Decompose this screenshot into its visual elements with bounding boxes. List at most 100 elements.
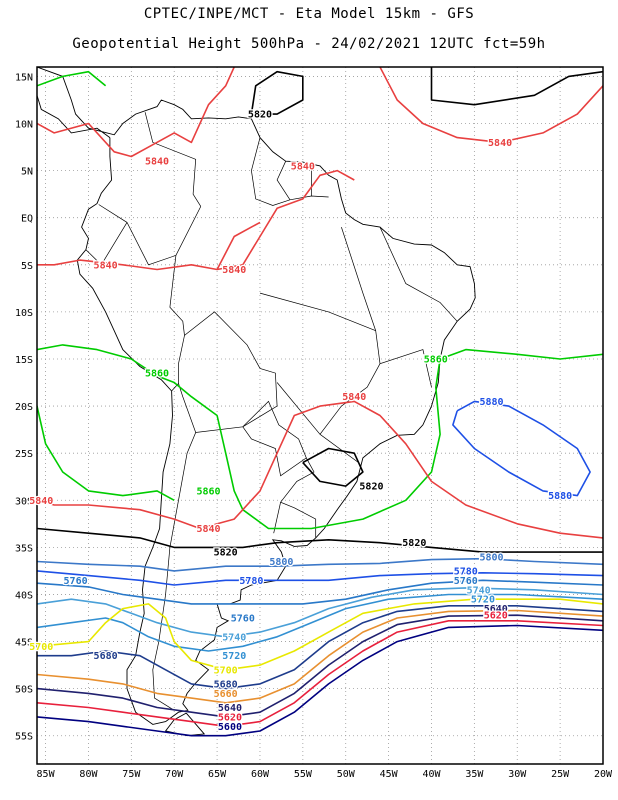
contour-label: 5600 — [218, 722, 242, 733]
contour-label: 5840 — [196, 524, 220, 535]
country-border — [178, 311, 278, 433]
contour-label: 5820 — [214, 548, 238, 559]
contour-label: 5820 — [248, 110, 272, 121]
lat-tick-label: 40S — [15, 590, 33, 601]
lon-tick-label: 30W — [508, 769, 527, 780]
contour-5840 — [37, 169, 355, 271]
country-border — [379, 349, 432, 388]
contour-5600 — [37, 624, 603, 737]
contour-label: 5680 — [94, 651, 118, 662]
contour-label: 5760 — [454, 576, 478, 587]
contour-label: 5660 — [214, 689, 238, 700]
contour-5780 — [37, 570, 603, 586]
height-contours — [37, 67, 603, 737]
contour-5760 — [37, 579, 603, 605]
lon-tick-label: 50W — [337, 769, 356, 780]
country-border — [85, 222, 128, 266]
contour-label: 5680 — [214, 679, 238, 690]
country-border — [169, 255, 185, 392]
contour-5840 — [379, 67, 603, 144]
coastlines-borders — [37, 67, 476, 737]
lon-tick-label: 25W — [551, 769, 570, 780]
contour-labels: 5820 5840 5840 5840 5840 5840 5860 5860 5880 5880… — [28, 108, 573, 734]
contour-5680 — [37, 605, 603, 690]
contour-label: 5700 — [29, 642, 53, 653]
lon-tick-label: 40W — [422, 769, 441, 780]
title-line-1: CPTEC/INPE/MCT - Eta Model 15km - GFS — [143, 6, 475, 22]
lon-tick-label: 35W — [465, 769, 484, 780]
lat-tick-label: 45S — [15, 638, 33, 649]
country-border — [319, 226, 381, 463]
country-border — [276, 382, 321, 435]
country-border — [379, 226, 458, 322]
title-line-2: Geopotential Height 500hPa - 24/02/2021 … — [72, 36, 546, 52]
contour-label: 5620 — [484, 611, 508, 622]
contour-5860 — [37, 70, 107, 87]
contour-label: 5860 — [424, 354, 448, 365]
lat-tick-label: 5N — [21, 167, 33, 178]
contour-5860 — [37, 344, 603, 530]
contour-label: 5740 — [222, 632, 246, 643]
contour-label: 5740 — [467, 585, 491, 596]
contour-label: 5760 — [231, 614, 255, 625]
contour-label: 5780 — [239, 576, 263, 587]
contour-5840 — [37, 400, 603, 539]
lon-tick-label: 45W — [380, 769, 399, 780]
contour-5820 — [430, 67, 603, 106]
contour-5800 — [37, 557, 603, 572]
contour-label: 5820 — [402, 538, 426, 549]
contour-label: 5780 — [454, 566, 478, 577]
contour-5840 — [216, 221, 261, 270]
lat-tick-label: 50S — [15, 685, 33, 696]
contour-label: 5620 — [218, 712, 242, 723]
country-border — [242, 400, 307, 477]
contour-5860 — [37, 405, 175, 502]
contour-5700 — [37, 598, 603, 671]
axis-ticks: 85W 80W 75W 70W 65W 60W 55W 50W 45W 40W 35W 30W 25W 2… — [15, 72, 613, 780]
contour-label: 5840 — [488, 138, 512, 149]
contour-label: 5840 — [145, 157, 169, 168]
lat-tick-label: 20S — [15, 402, 33, 413]
lat-tick-label: 55S — [15, 732, 33, 743]
contour-5880 — [452, 400, 591, 497]
contour-label: 5800 — [269, 557, 293, 568]
country-border — [152, 432, 197, 711]
south-america-coastline — [37, 67, 476, 725]
lat-tick-label: 15N — [15, 72, 33, 83]
contour-5840 — [37, 67, 235, 158]
lon-tick-label: 65W — [208, 769, 227, 780]
contour-label: 5860 — [145, 369, 169, 380]
contour-label: 5840 — [291, 161, 315, 172]
contour-label: 5640 — [484, 604, 508, 615]
lat-tick-label: 10S — [15, 308, 33, 319]
lat-tick-label: 5S — [21, 261, 33, 272]
lon-tick-label: 70W — [165, 769, 184, 780]
lat-tick-label: 10N — [15, 120, 33, 131]
contour-label: 5760 — [64, 576, 88, 587]
lat-tick-label: 15S — [15, 355, 33, 366]
lon-tick-label: 55W — [294, 769, 313, 780]
lat-tick-label: EQ — [21, 214, 33, 225]
plot-frame — [36, 66, 604, 765]
lon-tick-label: 80W — [79, 769, 98, 780]
contour-label: 5800 — [479, 552, 503, 563]
contour-label: 5720 — [471, 595, 495, 606]
contour-5660 — [37, 609, 603, 704]
contour-label: 5880 — [548, 491, 572, 502]
contour-label: 5640 — [218, 703, 242, 714]
contour-5820 — [302, 447, 364, 487]
contour-label: 5720 — [222, 651, 246, 662]
contour-label: 5840 — [342, 392, 366, 403]
contour-label: 5880 — [479, 397, 503, 408]
contour-label: 5860 — [196, 486, 220, 497]
contour-5740 — [37, 587, 603, 638]
contour-label: 5840 — [29, 496, 53, 507]
lat-tick-label: 35S — [15, 543, 33, 554]
lon-tick-label: 20W — [594, 769, 613, 780]
lon-tick-label: 75W — [122, 769, 141, 780]
country-border — [276, 161, 291, 200]
lon-tick-label: 60W — [251, 769, 270, 780]
contour-5640 — [37, 614, 603, 718]
contour-label: 5840 — [222, 265, 246, 276]
